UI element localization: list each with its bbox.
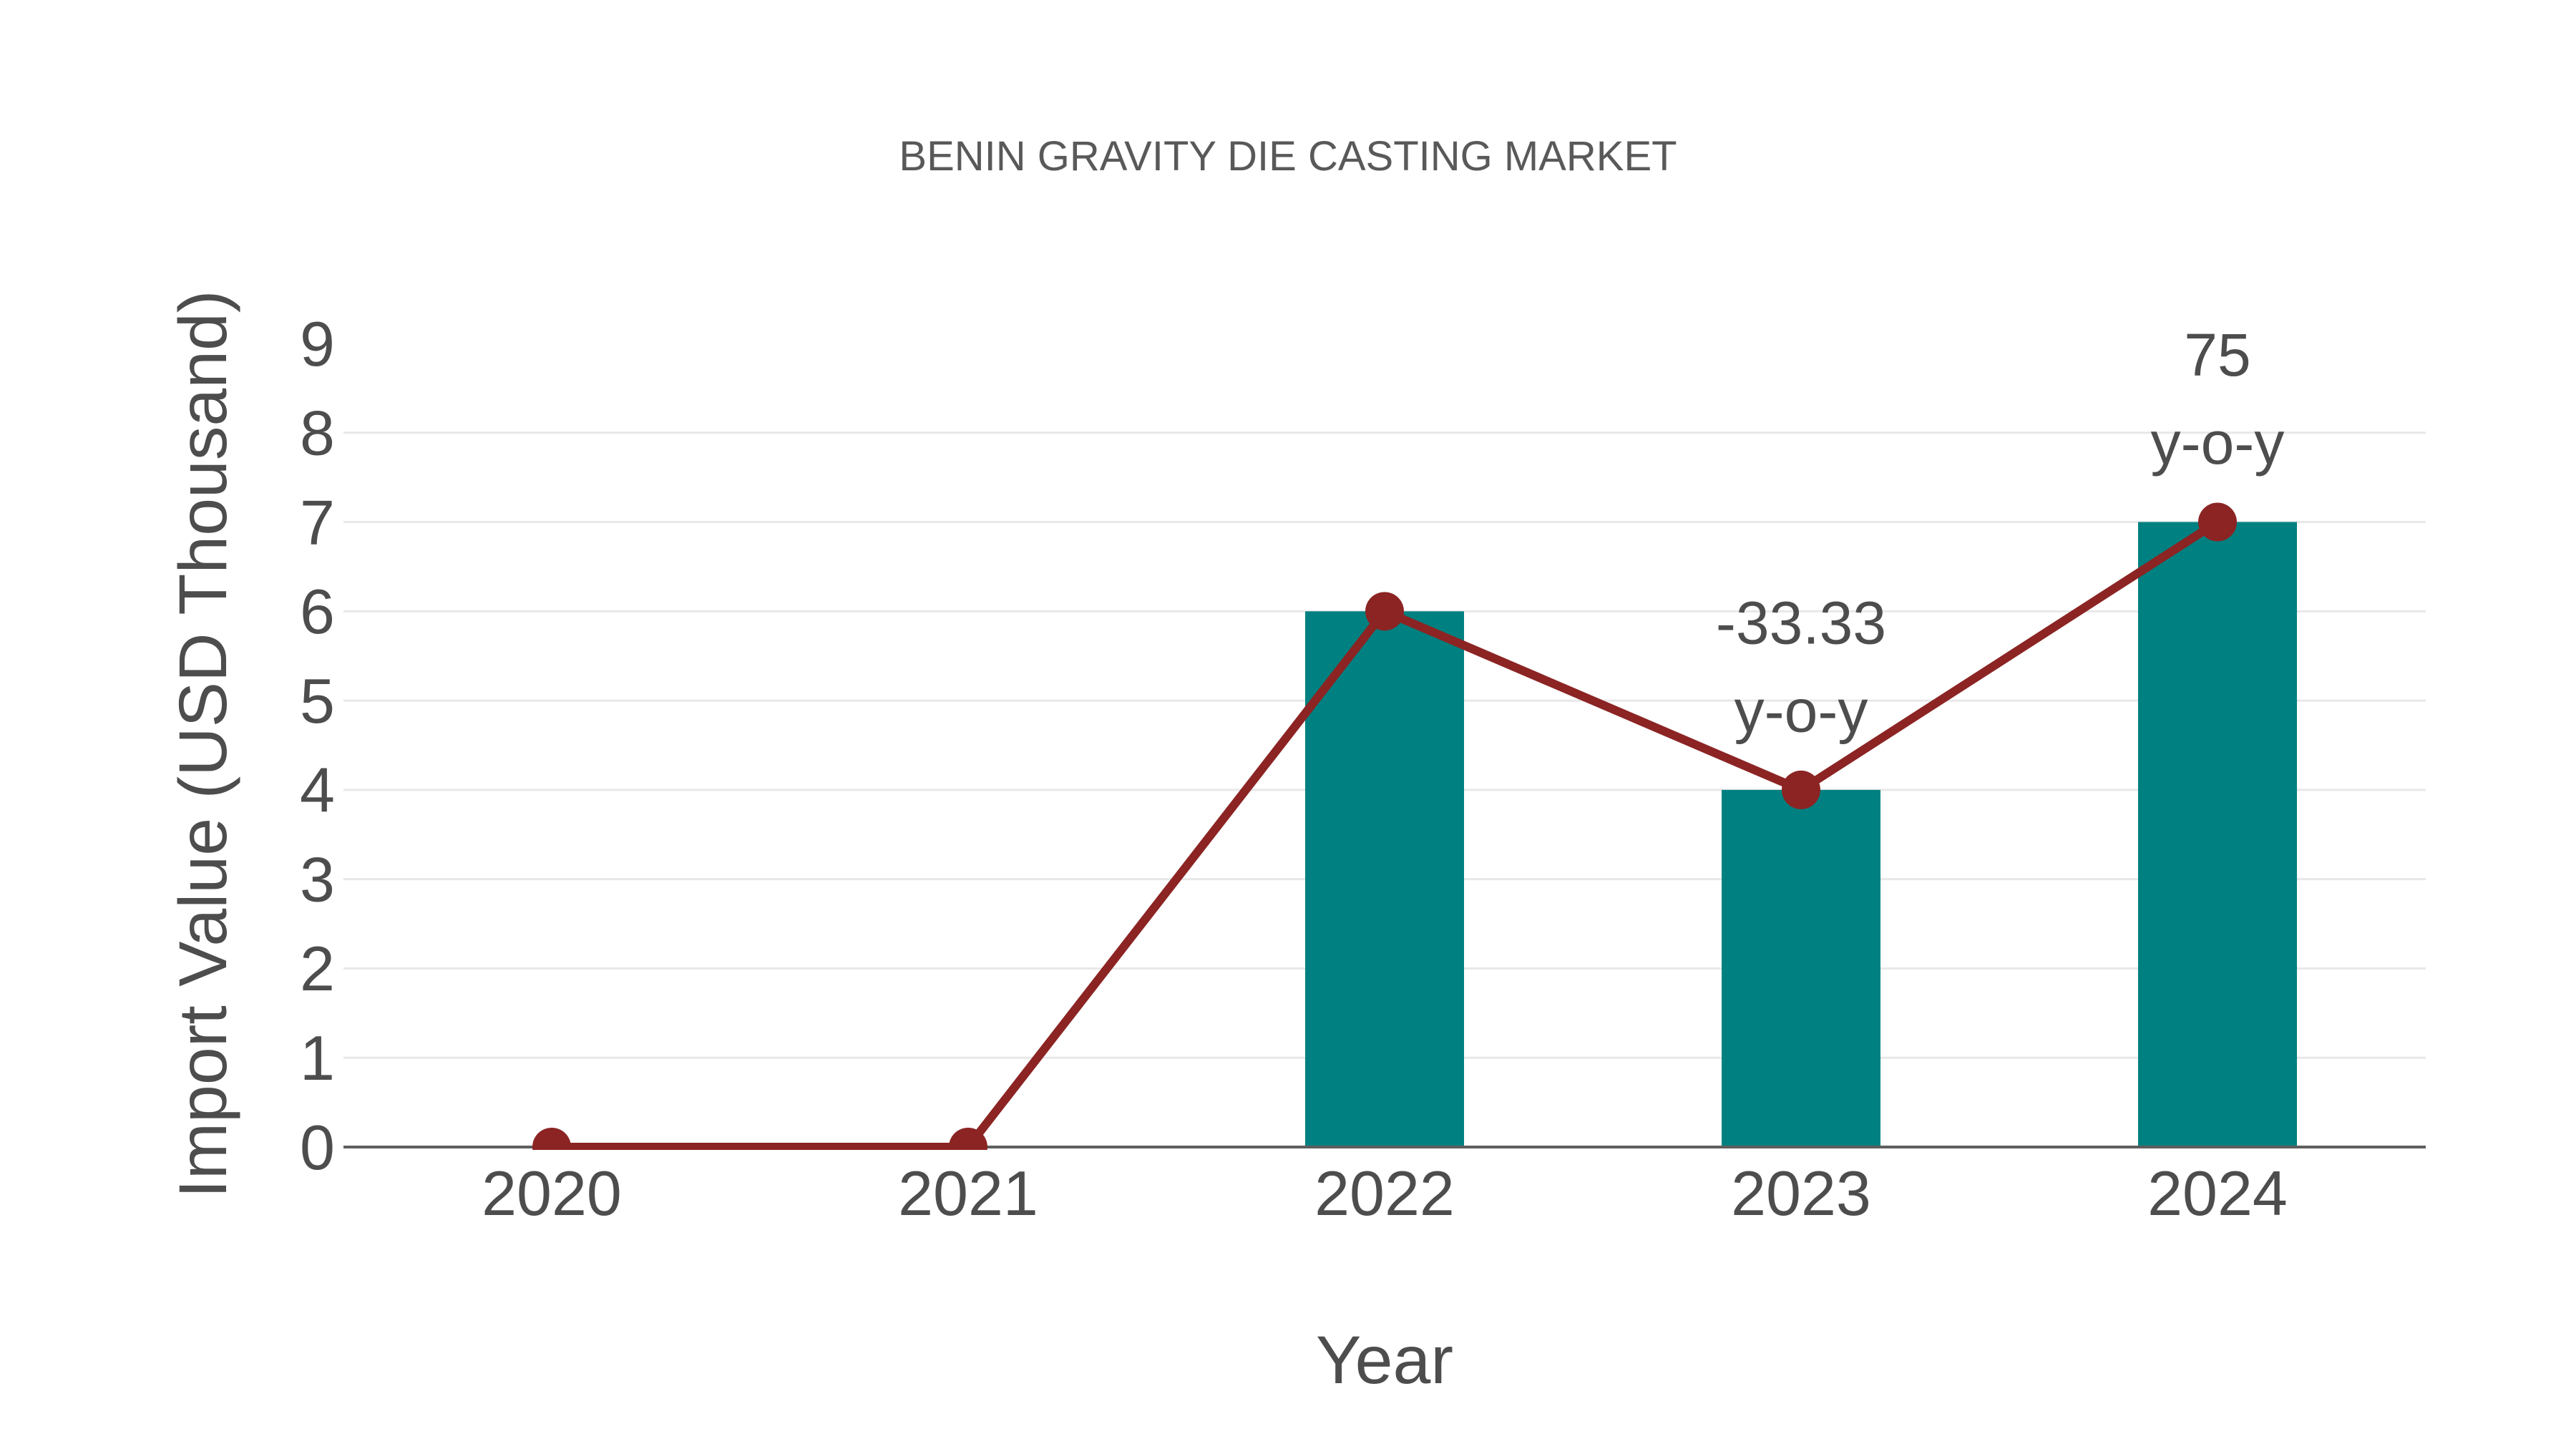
y-tick-label-8: 8 <box>300 398 335 469</box>
chart-title: BENIN GRAVITY DIE CASTING MARKET <box>899 133 1677 180</box>
bar-2022[interactable] <box>1305 611 1464 1147</box>
y-axis-tick-labels: 0 1 2 3 4 5 6 7 8 9 <box>300 308 335 1183</box>
annotations: -33.33 y-o-y 75 y-o-y <box>1716 321 2284 744</box>
line-marker-2024[interactable] <box>2198 502 2237 542</box>
annotation-2023-line2: y-o-y <box>1735 677 1868 744</box>
x-axis-title: Year <box>1316 1322 1453 1398</box>
y-tick-label-5: 5 <box>300 665 335 736</box>
line-marker-2022[interactable] <box>1365 592 1404 631</box>
line-series <box>532 502 2237 1166</box>
x-tick-label-2020: 2020 <box>482 1158 622 1229</box>
y-axis-title: Import Value (USD Thousand) <box>165 290 241 1198</box>
y-tick-label-4: 4 <box>300 755 335 826</box>
y-tick-label-6: 6 <box>300 576 335 647</box>
annotation-2024-line1: 75 <box>2184 321 2250 389</box>
x-tick-label-2024: 2024 <box>2147 1158 2288 1229</box>
annotation-2024-line2: y-o-y <box>2151 409 2285 477</box>
line-marker-2021[interactable] <box>949 1128 987 1166</box>
x-axis-tick-labels: 2020 2021 2022 2023 2024 <box>482 1158 2288 1229</box>
x-tick-label-2021: 2021 <box>898 1158 1038 1229</box>
y-tick-label-0: 0 <box>300 1112 335 1183</box>
x-tick-label-2022: 2022 <box>1314 1158 1455 1229</box>
y-tick-label-9: 9 <box>300 308 335 379</box>
bar-2023[interactable] <box>1722 789 1880 1147</box>
bar-series <box>1305 522 2297 1147</box>
y-tick-label-7: 7 <box>300 487 335 557</box>
line-marker-2020[interactable] <box>532 1128 571 1166</box>
y-tick-label-3: 3 <box>300 844 335 914</box>
x-tick-label-2023: 2023 <box>1731 1158 1871 1229</box>
bar-2024[interactable] <box>2138 522 2297 1147</box>
line-marker-2023[interactable] <box>1782 770 1820 809</box>
y-tick-label-1: 1 <box>300 1023 335 1093</box>
y-tick-label-2: 2 <box>300 933 335 1004</box>
annotation-2023-line1: -33.33 <box>1716 589 1886 656</box>
